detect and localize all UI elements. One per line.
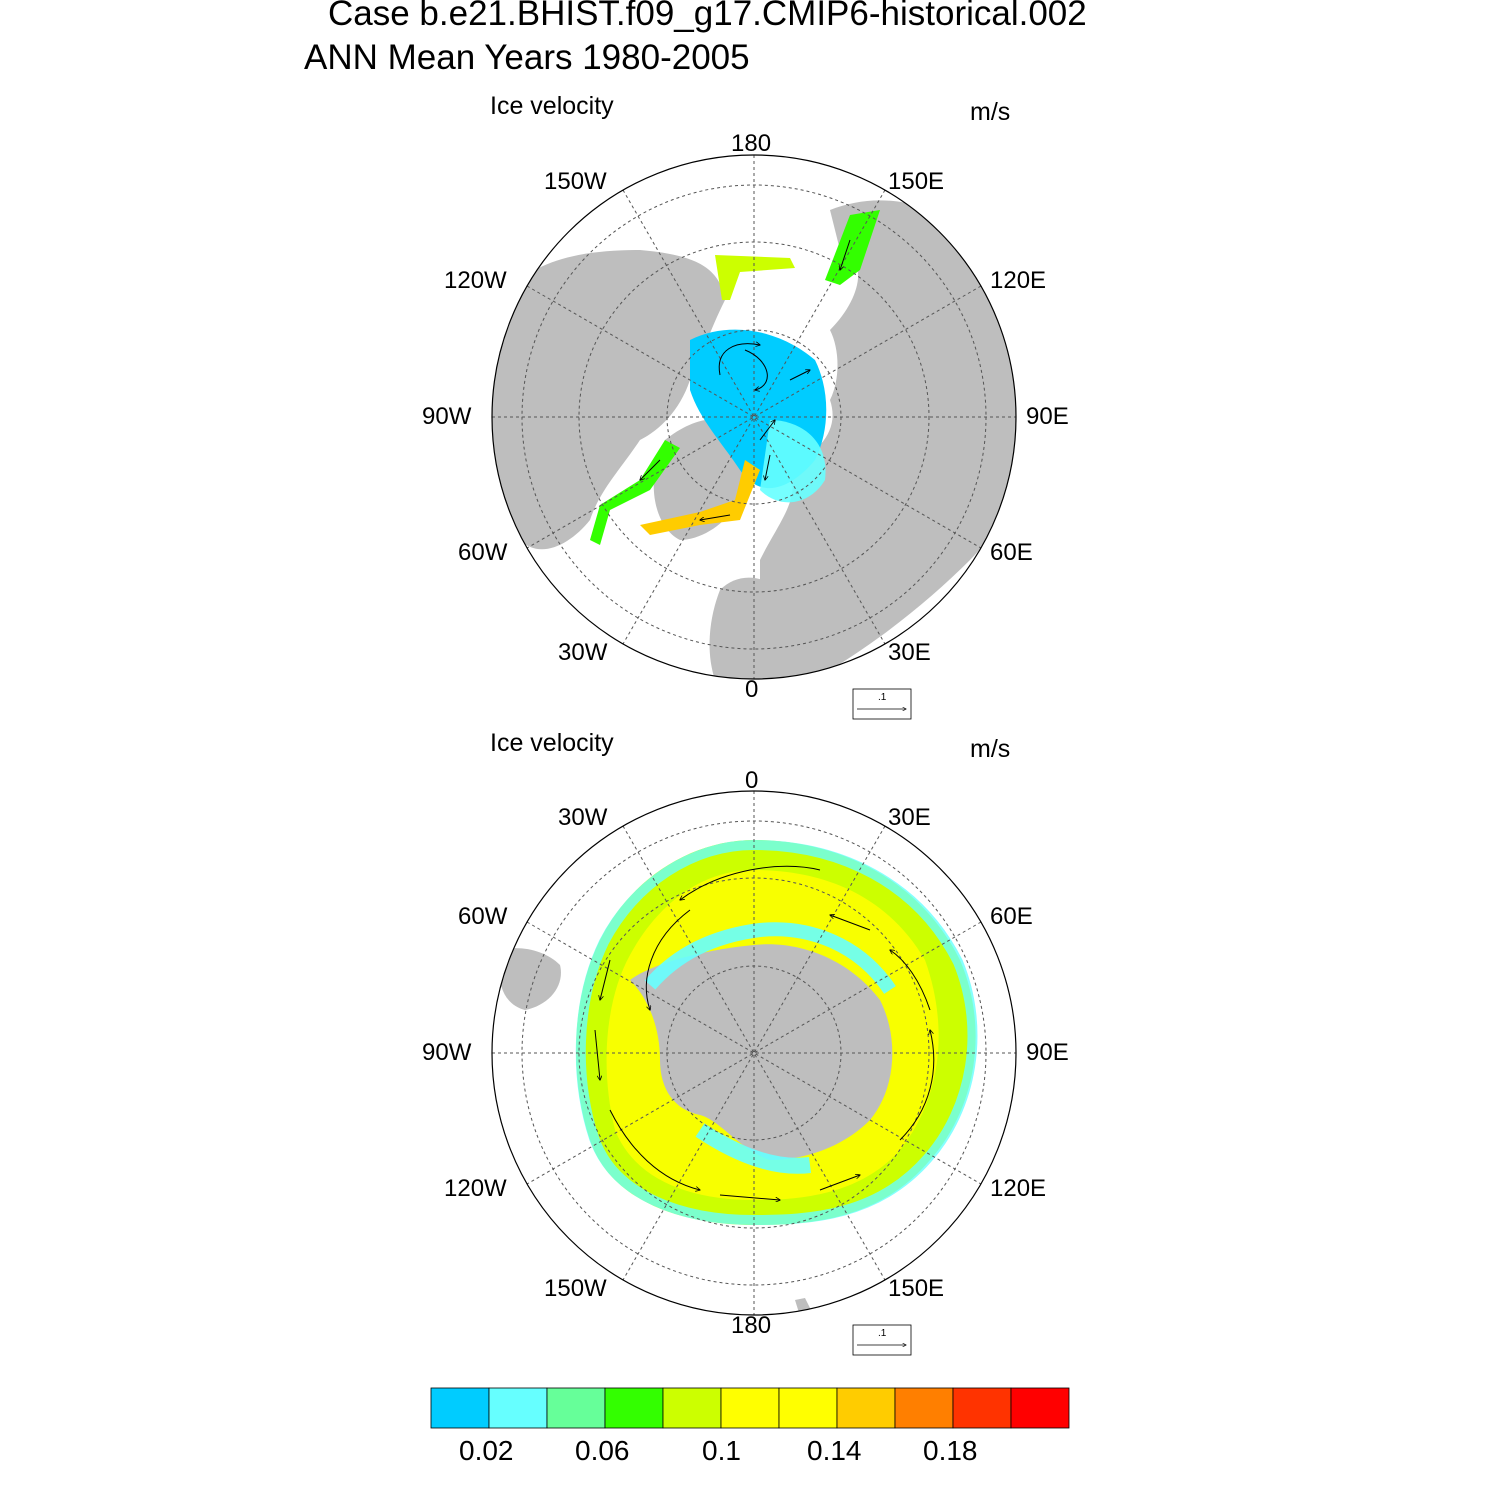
colorbar-tick-label: 0.02 [459, 1435, 514, 1466]
north-ice-baffin [590, 440, 680, 545]
south-lon-label: 90E [1026, 1039, 1069, 1066]
north-ice-fringe [760, 420, 826, 503]
south-plot-title: Ice velocity [490, 729, 614, 757]
colorbar-swatch [952, 1387, 1012, 1429]
south-land-antarctica [630, 944, 893, 1160]
colorbar-swatch [546, 1387, 606, 1429]
north-lon-label: 120E [990, 267, 1047, 294]
colorbar-tick-label: 0.1 [702, 1435, 741, 1466]
south-vectors [594, 865, 935, 1200]
south-lon-label: 0 [745, 767, 759, 794]
south-grid [492, 791, 1016, 1315]
north-lon-label: 60W [458, 539, 508, 566]
north-ice-bering [715, 255, 795, 300]
colorbar-swatch [778, 1387, 838, 1429]
colorbar-swatch [720, 1387, 780, 1429]
north-vectors [640, 239, 851, 520]
south-map [498, 839, 978, 1315]
south-land-new-zealand [795, 1298, 812, 1315]
south-ice-ross [695, 1123, 811, 1174]
north-units: m/s [970, 98, 1011, 126]
south-units: m/s [970, 735, 1011, 763]
north-lon-label: 30W [558, 639, 608, 666]
north-plot-title: Ice velocity [490, 92, 614, 120]
north-lon-label: 150W [544, 168, 607, 195]
south-reference-label: .1 [878, 1328, 887, 1339]
north-reference-label: .1 [878, 692, 887, 703]
case-title: Case b.e21.BHIST.f09_g17.CMIP6-historica… [328, 0, 1087, 33]
north-land-eurasia [760, 200, 1016, 679]
colorbar-swatch [836, 1387, 896, 1429]
north-lon-label: 0 [745, 676, 759, 703]
north-lon-label: 180 [731, 130, 772, 157]
south-reference-vector: .1 [852, 1324, 912, 1356]
south-lon-label: 60E [990, 903, 1033, 930]
colorbar [430, 1387, 1070, 1429]
north-lon-label: 30E [888, 639, 931, 666]
colorbar-swatch [430, 1387, 490, 1429]
north-reference-vector: .1 [852, 688, 912, 720]
colorbar-swatch [1010, 1387, 1070, 1429]
colorbar-swatch [488, 1387, 548, 1429]
south-map-border [491, 790, 1017, 1316]
colorbar-tick-label: 0.06 [575, 1435, 630, 1466]
north-grid [492, 155, 1016, 679]
colorbar-tick-label: 0.14 [807, 1435, 862, 1466]
colorbar-swatch [604, 1387, 664, 1429]
south-lon-label: 90W [422, 1039, 472, 1066]
south-lon-label: 150W [544, 1275, 607, 1302]
colorbar-swatch [662, 1387, 722, 1429]
north-lon-label: 90E [1026, 403, 1069, 430]
north-lon-label: 90W [422, 403, 472, 430]
north-lon-label: 60E [990, 539, 1033, 566]
north-lon-label: 120W [444, 267, 507, 294]
period-title: ANN Mean Years 1980-2005 [304, 38, 750, 77]
south-lon-label: 60W [458, 903, 508, 930]
south-lon-label: 180 [731, 1312, 772, 1339]
colorbar-tick-label: 0.18 [923, 1435, 978, 1466]
north-land-europe [709, 577, 794, 679]
south-lon-label: 120W [444, 1175, 507, 1202]
colorbar-swatch [894, 1387, 954, 1429]
south-lon-label: 30W [558, 804, 608, 831]
south-lon-label: 120E [990, 1175, 1047, 1202]
south-lon-label: 30E [888, 804, 931, 831]
north-land-america [492, 250, 725, 550]
south-land-south-america [498, 948, 561, 1010]
north-lon-label: 150E [888, 168, 945, 195]
north-ice-eastgreenland [640, 460, 760, 535]
south-ice-coastal-cyan [644, 922, 896, 995]
north-map-border [491, 154, 1017, 680]
south-lon-label: 150E [888, 1275, 945, 1302]
